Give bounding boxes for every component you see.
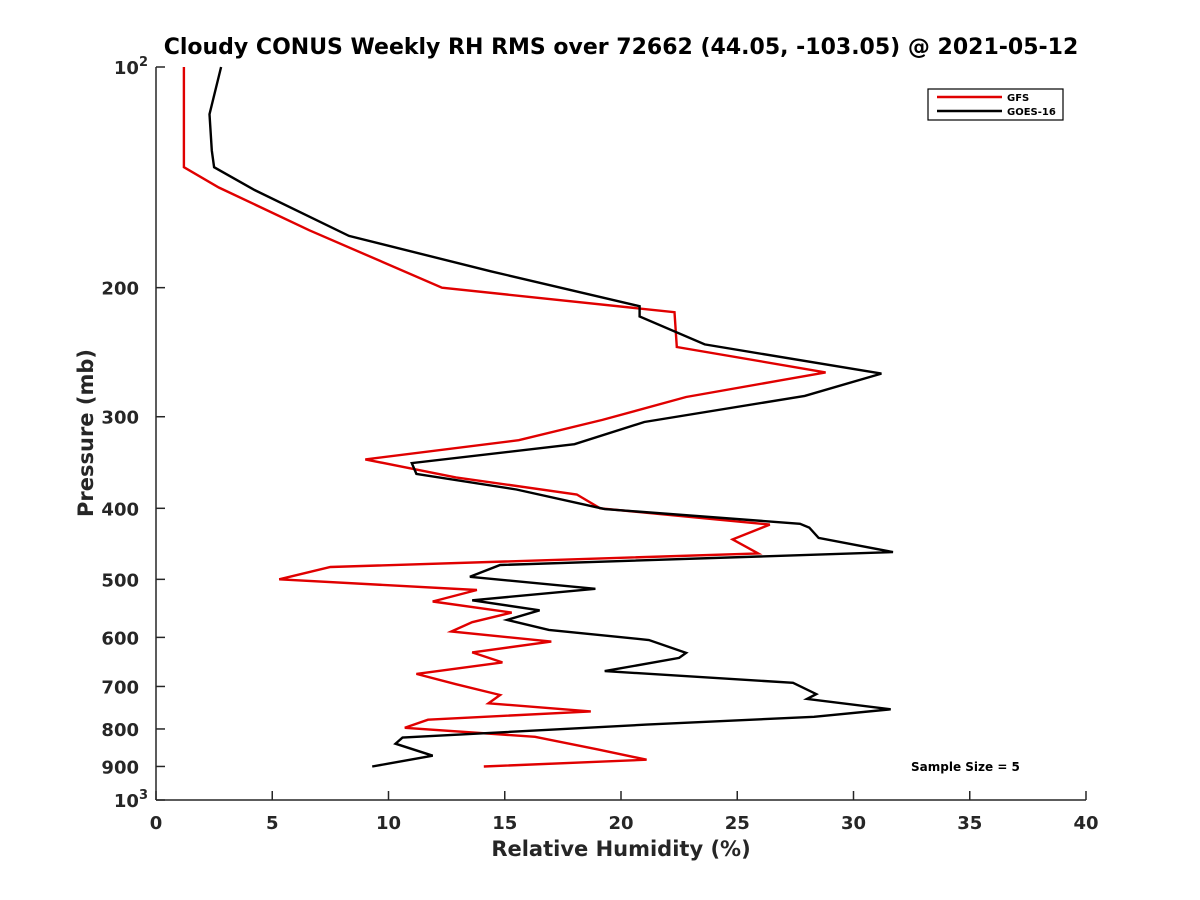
legend-label-goes-16: GOES-16 [1007,107,1056,118]
y-tick-label: 500 [101,570,139,591]
x-tick-label: 10 [376,813,401,834]
chart-title: Cloudy CONUS Weekly RH RMS over 72662 (4… [164,35,1079,60]
x-axis-label: Relative Humidity (%) [491,837,750,861]
sample-size-annotation: Sample Size = 5 [911,760,1020,774]
y-tick-label: 200 [101,279,139,300]
x-tick-label: 30 [841,813,866,834]
axes-layer: 0 5 10 15 20 25 30 35 40 102 200 300 400 500 600 700 800… [101,55,1098,834]
x-tick-label: 15 [492,813,517,834]
y-tick-label: 600 [101,628,139,649]
x-tick-label: 0 [150,813,163,834]
x-tick-label: 25 [725,813,750,834]
x-tick-label: 40 [1073,813,1098,834]
y-tick-label: 300 [101,408,139,429]
x-tick-label: 35 [957,813,982,834]
series-line-gfs [182,67,826,768]
y-tick-label: 700 [101,677,139,698]
y-tick-label: 800 [101,720,139,741]
x-tick-label: 20 [608,813,633,834]
y-tick-label: 102 [114,55,148,79]
y-tick-label: 103 [114,788,148,812]
plot-area [156,67,1086,800]
legend-label-gfs: GFS [1007,93,1029,104]
y-tick-label: 400 [101,499,139,520]
legend: GFS GOES-16 [927,88,1064,121]
x-tick-label: 5 [266,813,279,834]
legend-box [927,88,1064,121]
series-layer [182,66,894,768]
series-line-goes-16 [208,66,894,768]
y-axis-label: Pressure (mb) [74,349,98,517]
y-tick-label: 900 [101,757,139,778]
